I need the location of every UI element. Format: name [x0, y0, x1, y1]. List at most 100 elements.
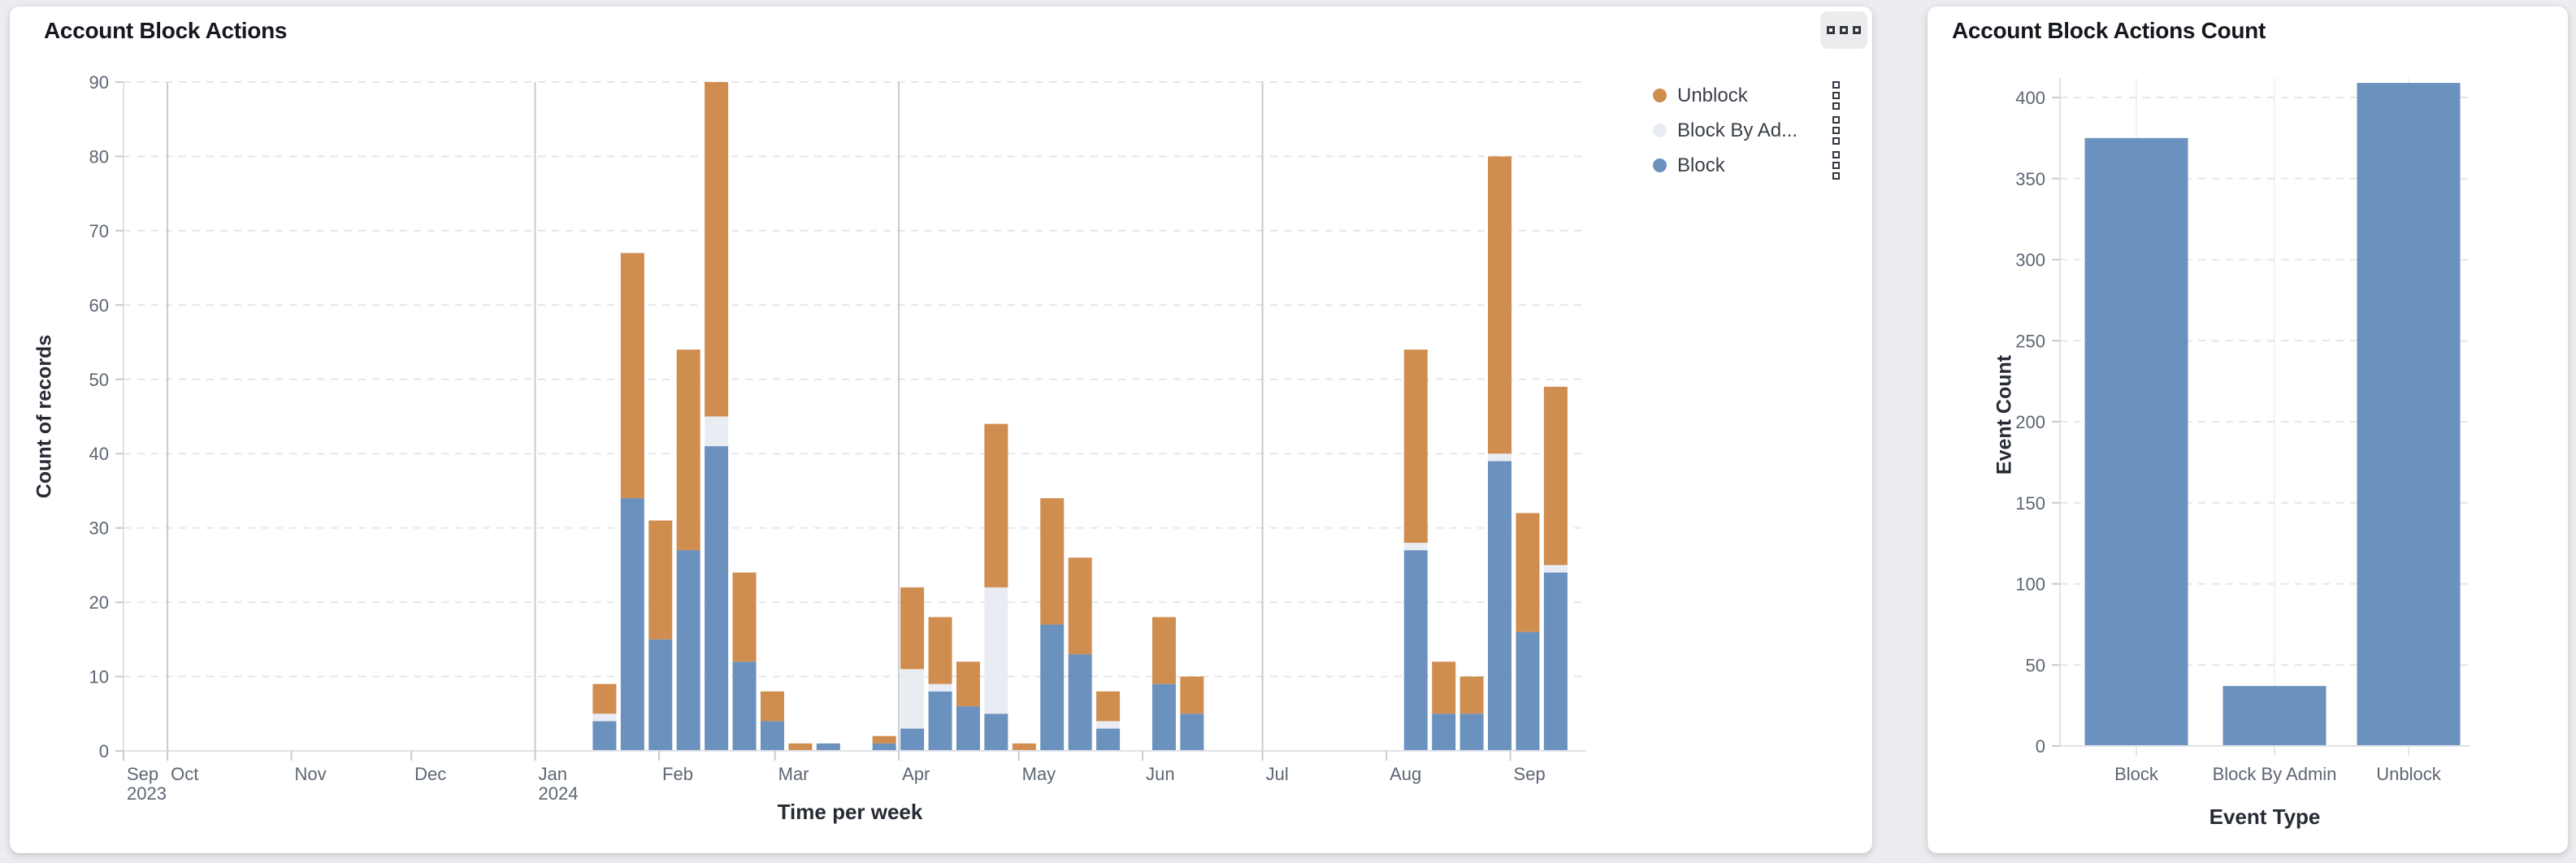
weekly-bar-segment-admin[interactable]: [1543, 565, 1568, 573]
weekly-bar-segment-unblock[interactable]: [592, 683, 617, 714]
chart-legend: Unblock Block By Ad... Block: [1653, 78, 1841, 183]
svg-text:80: 80: [89, 146, 109, 167]
svg-text:Dec: Dec: [414, 764, 446, 784]
svg-text:10: 10: [89, 667, 109, 687]
weekly-bar-segment-block[interactable]: [1516, 631, 1540, 751]
weekly-bar-segment-block[interactable]: [648, 639, 673, 751]
svg-text:350: 350: [2015, 169, 2045, 189]
weekly-bar-segment-unblock[interactable]: [1012, 743, 1036, 751]
svg-text:0: 0: [99, 741, 109, 761]
weekly-bar-segment-unblock[interactable]: [1040, 498, 1065, 625]
count-axes: 0 50 100 150 200 250 300 350 400 Block Block By Ad…: [2015, 78, 2470, 784]
weekly-bar-segment-unblock[interactable]: [620, 253, 644, 499]
weekly-bar-segment-block[interactable]: [1459, 713, 1484, 751]
weekly-bar-segment-block[interactable]: [1151, 683, 1176, 751]
svg-text:Nov: Nov: [295, 764, 327, 784]
weekly-bar-segment-unblock[interactable]: [788, 743, 813, 751]
weekly-chart-title: Account Block Actions: [44, 18, 288, 43]
weekly-bar-segment-unblock[interactable]: [1543, 386, 1568, 566]
weekly-bar-segment-unblock[interactable]: [676, 349, 700, 551]
legend-item-block[interactable]: Block: [1653, 148, 1841, 183]
weekly-bar-segment-unblock[interactable]: [1180, 676, 1204, 714]
weekly-bar-segment-unblock[interactable]: [1403, 349, 1428, 543]
weekly-bar-segment-admin[interactable]: [1096, 721, 1121, 729]
weekly-bar-segment-unblock[interactable]: [984, 423, 1008, 588]
svg-text:90: 90: [89, 72, 109, 93]
svg-text:40: 40: [89, 444, 109, 464]
svg-text:Jul: Jul: [1266, 764, 1289, 784]
weekly-bar-segment-unblock[interactable]: [956, 661, 980, 707]
weekly-bar-segment-unblock[interactable]: [1432, 661, 1456, 714]
count-bar-unblock[interactable]: [2357, 83, 2461, 747]
squares-ellipsis-icon: [1827, 26, 1835, 34]
weekly-bar-segment-unblock[interactable]: [760, 691, 784, 722]
weekly-bar-segment-admin[interactable]: [1488, 453, 1512, 462]
weekly-bar-segment-admin[interactable]: [984, 587, 1008, 714]
svg-text:Jun: Jun: [1146, 764, 1174, 784]
weekly-bar-segment-unblock[interactable]: [1459, 676, 1484, 714]
weekly-bar-segment-unblock[interactable]: [1151, 617, 1176, 684]
weekly-bar-segment-block[interactable]: [1180, 713, 1204, 751]
count-y-axis-title: Event Count: [1993, 354, 2016, 475]
weekly-bar-segment-admin[interactable]: [592, 713, 617, 722]
weekly-bar-segment-block[interactable]: [1096, 728, 1121, 751]
weekly-bar-segment-block[interactable]: [592, 721, 617, 751]
weekly-bar-segment-unblock[interactable]: [732, 572, 757, 662]
svg-text:20: 20: [89, 592, 109, 613]
weekly-bar-segment-admin[interactable]: [705, 416, 729, 447]
weekly-bar-segment-block[interactable]: [620, 498, 644, 751]
weekly-bar-segment-unblock[interactable]: [648, 520, 673, 640]
weekly-bar-segment-unblock[interactable]: [1096, 691, 1121, 722]
weekly-bar-segment-unblock[interactable]: [1516, 513, 1540, 632]
svg-text:2024: 2024: [539, 783, 579, 804]
svg-text:30: 30: [89, 518, 109, 539]
weekly-bar-segment-block[interactable]: [705, 446, 729, 751]
svg-text:Unblock: Unblock: [2376, 764, 2441, 784]
svg-text:50: 50: [89, 370, 109, 390]
weekly-bar-segment-block[interactable]: [928, 691, 952, 751]
svg-text:Sep: Sep: [1514, 764, 1546, 784]
panel-options-button[interactable]: [1820, 11, 1867, 49]
weekly-bar-segment-block[interactable]: [732, 661, 757, 751]
legend-item-block-by-ad[interactable]: Block By Ad...: [1653, 113, 1841, 148]
legend-color-dot: [1653, 158, 1667, 172]
weekly-bar-segment-block[interactable]: [1432, 713, 1456, 751]
weekly-bar-segment-block[interactable]: [1403, 550, 1428, 751]
weekly-bar-segment-block[interactable]: [984, 713, 1008, 751]
weekly-bar-segment-block[interactable]: [676, 550, 700, 751]
weekly-bar-segment-unblock[interactable]: [1488, 156, 1512, 454]
weekly-bar-segment-block[interactable]: [900, 728, 925, 751]
weekly-bar-segment-unblock[interactable]: [705, 82, 729, 417]
weekly-bar-segment-block[interactable]: [872, 743, 896, 751]
legend-label: Unblock: [1677, 84, 1748, 106]
legend-options-icon[interactable]: [1831, 150, 1841, 181]
weekly-bar-segment-admin[interactable]: [928, 683, 952, 692]
count-bar-block-by-admin[interactable]: [2223, 686, 2327, 746]
weekly-bar-segment-unblock[interactable]: [872, 735, 896, 744]
svg-text:50: 50: [2026, 655, 2045, 675]
weekly-bar-segment-unblock[interactable]: [900, 587, 925, 670]
svg-text:70: 70: [89, 221, 109, 241]
weekly-bar-segment-block[interactable]: [1543, 572, 1568, 751]
weekly-bar-segment-block[interactable]: [760, 721, 784, 751]
svg-text:Jan: Jan: [539, 764, 567, 784]
svg-text:Apr: Apr: [902, 764, 930, 784]
weekly-bar-segment-block[interactable]: [816, 743, 840, 751]
weekly-bar-segment-block[interactable]: [1068, 654, 1092, 751]
legend-item-unblock[interactable]: Unblock: [1653, 78, 1841, 113]
legend-options-icon[interactable]: [1831, 115, 1841, 146]
count-bar-block[interactable]: [2084, 137, 2188, 746]
weekly-bar-segment-admin[interactable]: [1403, 542, 1428, 551]
svg-text:400: 400: [2015, 88, 2045, 108]
svg-text:150: 150: [2015, 493, 2045, 514]
weekly-bar-segment-unblock[interactable]: [928, 617, 952, 684]
weekly-bar-segment-block[interactable]: [1040, 624, 1065, 751]
weekly-bar-segment-unblock[interactable]: [1068, 557, 1092, 655]
legend-options-icon[interactable]: [1831, 80, 1841, 111]
weekly-bar-segment-block[interactable]: [1488, 461, 1512, 751]
weekly-bar-segment-block[interactable]: [956, 706, 980, 751]
weekly-bar-segment-admin[interactable]: [900, 669, 925, 729]
count-x-axis-title: Event Type: [2209, 804, 2321, 829]
legend-label: Block: [1677, 154, 1725, 176]
